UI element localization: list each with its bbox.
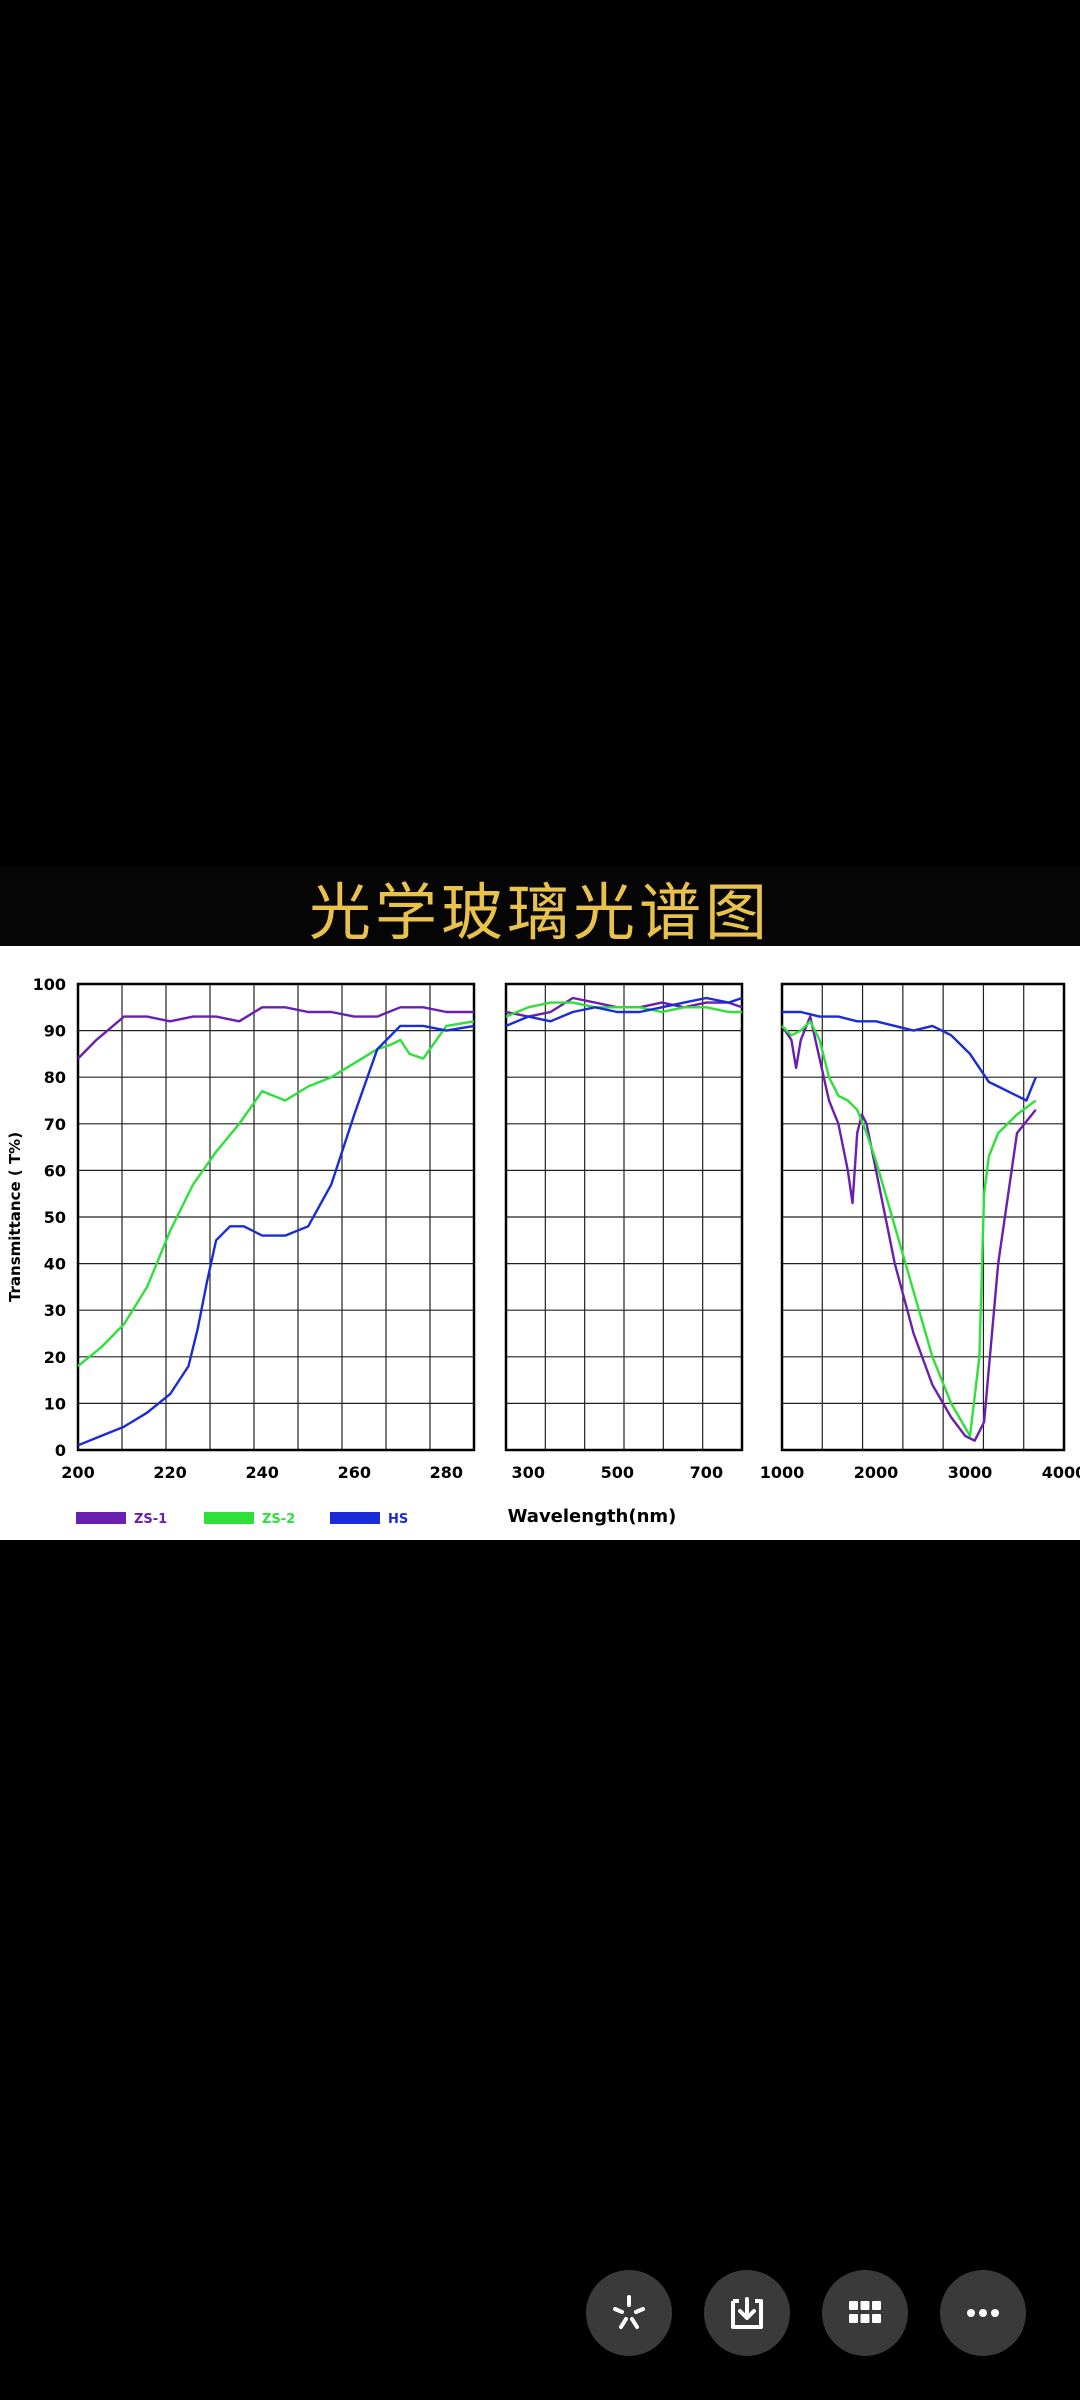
plot-frame: [504, 982, 744, 1452]
more-button[interactable]: [940, 2270, 1026, 2356]
sparkle-icon: [613, 2295, 645, 2329]
spectrum-chart: 200 220 240 260 280 300 500 700 1000 2000 3000 400 0…: [6, 975, 1080, 1527]
series-line-zs-2: [77, 1020, 475, 1368]
sparkle-button[interactable]: [586, 2270, 672, 2356]
y-tick-label: 80: [44, 1068, 66, 1087]
y-tick-label: 60: [44, 1161, 66, 1180]
x-tick-label: 1000: [760, 1463, 805, 1482]
chart-panel: 200 220 240 260 280 300 500 700 1000 2000 3000 400 0…: [0, 946, 1080, 1540]
x-tick-label: 280: [430, 1463, 463, 1482]
y-tick-label: 100: [33, 975, 66, 994]
title-banner: [0, 866, 1080, 946]
grid-icon: [849, 2301, 881, 2323]
x-tick-label: 260: [338, 1463, 371, 1482]
x-tick-label: 200: [61, 1463, 94, 1482]
series-line-zs-2: [781, 1020, 1037, 1438]
x-tick-label: 220: [153, 1463, 186, 1482]
y-tick-label: 40: [44, 1255, 66, 1274]
legend-label: ZS-2: [262, 1512, 295, 1527]
grid-button[interactable]: [822, 2270, 908, 2356]
legend-label: HS: [388, 1512, 408, 1527]
chart-title: 光学玻璃光谱图: [308, 876, 771, 949]
y-tick-label: 90: [44, 1022, 66, 1041]
series-line-hs: [77, 1024, 475, 1447]
x-tick-label: 3000: [948, 1463, 993, 1482]
x-tick-label: 500: [601, 1463, 634, 1482]
series-line-zs-1: [77, 1006, 474, 1060]
y-tick-label: 20: [44, 1348, 66, 1367]
more-icon: [967, 2309, 999, 2317]
plot-frame: [76, 982, 476, 1452]
x-tick-label: 2000: [854, 1463, 899, 1482]
x-axis-label: Wavelength(nm): [508, 1506, 677, 1527]
x-tick-label: 240: [245, 1463, 278, 1482]
legend-swatch: [330, 1512, 380, 1524]
y-axis-label: Transmittance ( T%): [6, 1132, 24, 1302]
download-button[interactable]: [704, 2270, 790, 2356]
plot-frame: [780, 982, 1066, 1452]
download-icon: [731, 2297, 763, 2329]
y-tick-label: 0: [55, 1441, 66, 1460]
y-tick-label: 10: [44, 1394, 66, 1413]
legend-label: ZS-1: [134, 1512, 167, 1527]
x-tick-label: 700: [690, 1463, 723, 1482]
series-line-zs-1: [781, 1015, 1037, 1442]
series-line-zs-2: [505, 1001, 742, 1018]
y-tick-label: 70: [44, 1115, 66, 1134]
legend-swatch: [204, 1512, 254, 1524]
legend-swatch: [76, 1512, 126, 1524]
series-line-hs: [505, 996, 743, 1028]
y-tick-label: 30: [44, 1301, 66, 1320]
series-line-hs: [782, 1010, 1037, 1102]
y-tick-label: 50: [44, 1208, 66, 1227]
x-tick-label: 300: [512, 1463, 545, 1482]
